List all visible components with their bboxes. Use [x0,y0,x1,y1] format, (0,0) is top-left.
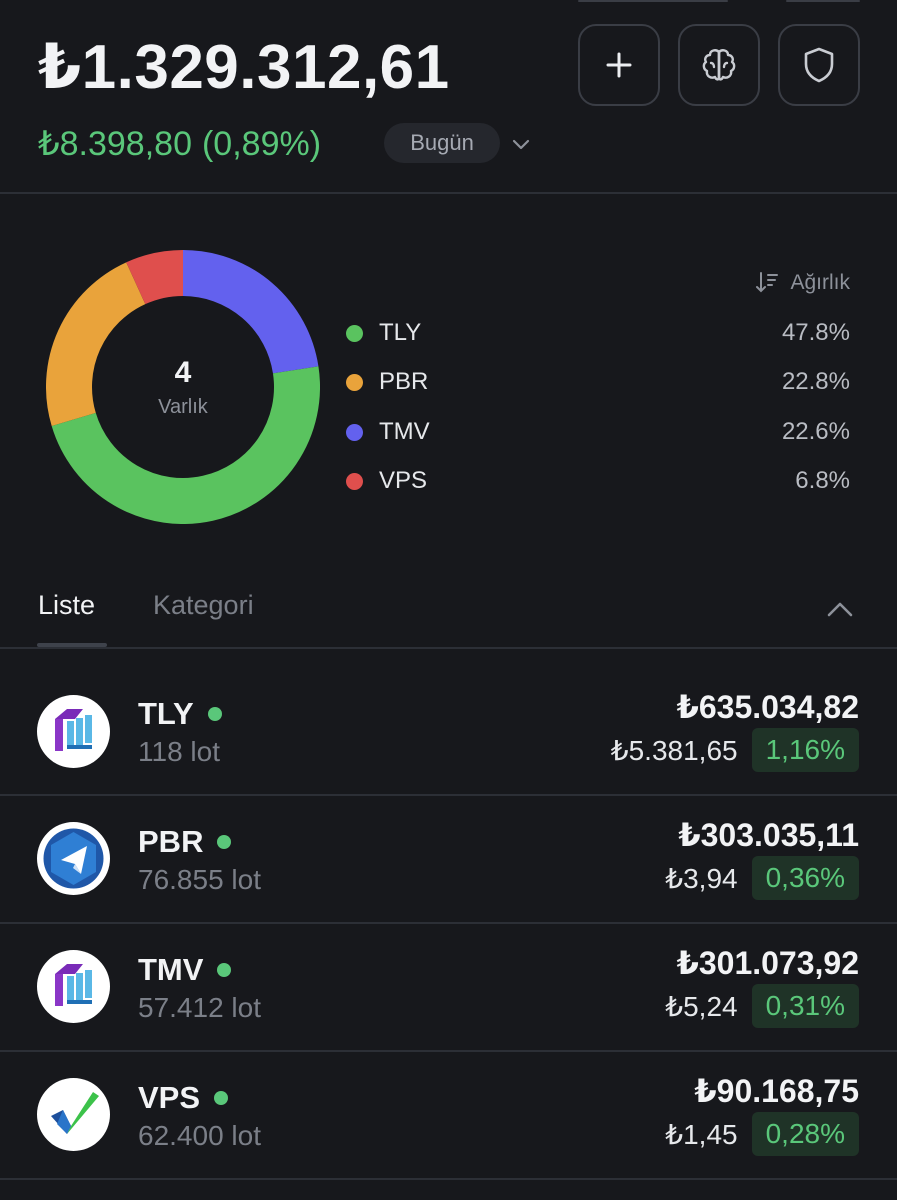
tab-list[interactable]: Liste [38,590,96,620]
legend-color-dot [346,472,363,490]
sort-descending-icon [756,272,779,293]
tabs-divider [0,647,897,649]
brain-icon [702,49,736,81]
tmv-logo [37,950,110,1023]
add-button[interactable] [578,24,660,106]
legend-symbol: PBR [379,368,429,395]
holding-change-percent: 0,36% [751,856,859,900]
market-open-dot [214,1091,229,1105]
legend-item[interactable]: TMV 22.6% [346,412,850,452]
holding-lots: 118 lot [138,736,220,767]
holding-symbol: PBR [138,824,204,859]
donut-slice-tmv[interactable] [182,250,319,375]
market-open-dot [217,963,232,977]
row-divider [0,794,897,796]
shield-icon [804,47,834,83]
legend-weight: 22.6% [781,418,850,445]
legend-symbol: VPS [379,467,428,494]
holding-change-row: ₺5.381,65 1,16% [611,728,859,772]
legend-color-dot [346,423,363,441]
asset-count: 4 [174,355,192,389]
holding-row[interactable]: PBR 76.855 lot ₺303.035,11 ₺3,94 0,36% [0,796,897,922]
row-divider [0,1178,897,1180]
legend-weight: 22.8% [781,368,850,395]
holding-row[interactable]: TLY 118 lot ₺635.034,82 ₺5.381,65 1,16% [0,668,897,794]
holding-change-amount: ₺5,24 [665,990,738,1022]
market-open-dot [207,707,222,721]
holding-name-row: VPS [138,1080,229,1116]
holding-symbol: TMV [138,952,204,987]
legend-color-dot [346,324,363,342]
sort-by-weight[interactable]: Ağırlık [754,270,850,296]
day-change-amount: ₺8.398,80 [38,125,192,163]
legend-symbol: TMV [379,418,430,445]
holding-lots: 62.400 lot [138,1120,261,1151]
legend-weight: 47.8% [781,319,850,346]
donut-slice-tly[interactable] [51,366,320,524]
legend-item[interactable]: PBR 22.8% [346,362,850,402]
plus-icon [606,52,632,78]
holding-value: ₺90.168,75 [694,1073,859,1109]
holding-name-row: PBR [138,824,232,860]
holding-value: ₺635.034,82 [676,689,859,725]
holding-name-row: TLY [138,696,222,732]
allocation-donut[interactable]: 4 Varlık [46,250,320,524]
top-edge [0,0,897,4]
holding-change-percent: 0,28% [751,1112,859,1156]
active-tab-indicator [37,643,107,647]
holding-lots: 76.855 lot [138,864,261,895]
total-portfolio-value: ₺1.329.312,61 [38,33,450,102]
chevron-down-icon[interactable] [510,133,532,155]
security-button[interactable] [778,24,860,106]
holding-symbol: VPS [138,1080,201,1115]
sort-label: Ağırlık [790,271,850,294]
holding-symbol: TLY [138,696,194,731]
period-selector[interactable]: Bugün [384,123,500,163]
legend-item[interactable]: VPS 6.8% [346,461,850,501]
chevron-up-icon[interactable] [824,595,856,623]
holding-change-row: ₺5,24 0,31% [665,984,859,1028]
donut-slice-vps[interactable] [126,250,184,305]
ai-insights-button[interactable] [678,24,760,106]
day-change-percent: (0,89%) [201,125,322,163]
donut-center: 4 Varlık [46,250,320,524]
tab-category[interactable]: Kategori [153,590,254,620]
holding-change-amount: ₺5.381,65 [610,734,738,766]
holding-row[interactable]: TMV 57.412 lot ₺301.073,92 ₺5,24 0,31% [0,924,897,1050]
holding-value: ₺303.035,11 [678,817,859,853]
holding-change-percent: 0,31% [751,984,859,1028]
holding-value: ₺301.073,92 [676,945,859,981]
pbr-logo [37,822,110,895]
asset-count-label: Varlık [158,395,208,418]
header-divider [0,192,897,194]
donut-slice-pbr[interactable] [46,262,146,427]
holding-name-row: TMV [138,952,232,988]
holding-change-percent: 1,16% [751,728,859,772]
legend-symbol: TLY [379,319,422,346]
row-divider [0,1050,897,1052]
holding-change-row: ₺3,94 0,36% [665,856,859,900]
legend-color-dot [346,373,363,391]
market-open-dot [217,835,232,849]
tly-logo [37,695,110,768]
holding-lots: 57.412 lot [138,992,261,1023]
allocation-donut-chart [46,250,320,524]
holding-change-row: ₺1,45 0,28% [665,1112,859,1156]
holding-change-amount: ₺1,45 [665,1118,738,1150]
legend-weight: 6.8% [795,467,850,494]
vps-logo [37,1078,110,1151]
day-change: ₺8.398,80 (0,89%) [38,124,321,164]
legend-item[interactable]: TLY 47.8% [346,313,850,353]
holding-row[interactable]: VPS 62.400 lot ₺90.168,75 ₺1,45 0,28% [0,1052,897,1178]
row-divider [0,922,897,924]
holding-change-amount: ₺3,94 [665,862,738,894]
